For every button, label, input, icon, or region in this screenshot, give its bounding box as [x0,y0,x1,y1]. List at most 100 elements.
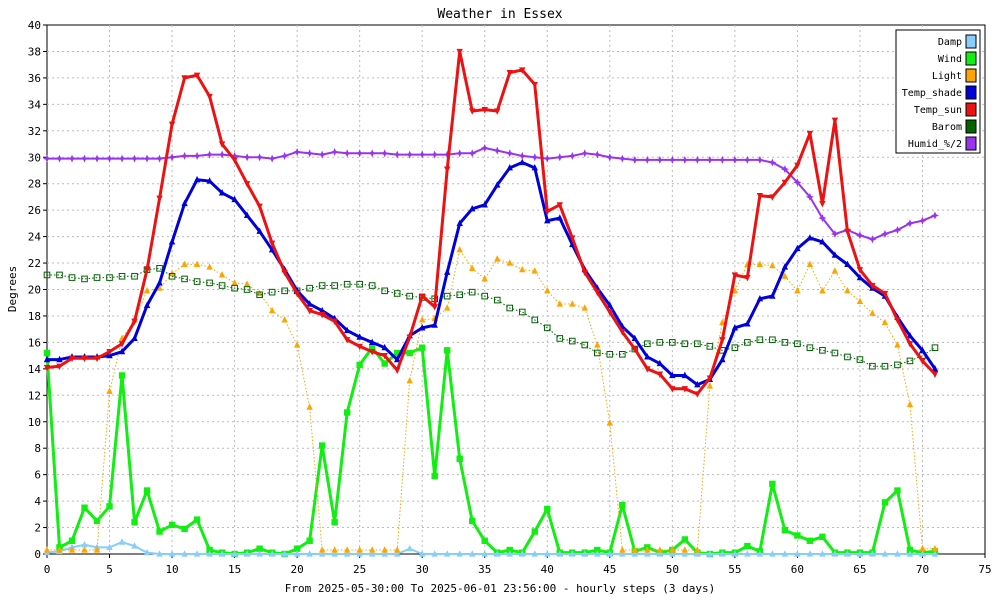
data-point-humid-2 [918,216,927,225]
data-point-damp [619,550,626,557]
data-point-barom [756,336,764,344]
data-point-barom [493,296,501,304]
data-point-barom [393,290,401,297]
data-point-humid-2 [568,151,577,160]
data-point-temp-shade [856,273,864,281]
data-point-light [393,546,401,553]
data-point-humid-2 [693,155,702,164]
y-tick-label: 2 [34,522,41,535]
data-point-light [231,279,238,286]
data-point-humid-2 [55,154,64,163]
data-point-barom [168,272,176,280]
data-point-temp-shade [756,294,764,302]
data-point-wind [469,517,476,525]
data-point-barom [106,274,113,281]
data-point-temp-sun [756,193,764,200]
series-temp-sun [43,48,939,398]
data-point-damp [519,550,526,557]
data-point-humid-2 [68,154,77,163]
data-point-damp [106,543,113,550]
data-point-temp-shade [481,201,488,208]
series-layer [43,48,939,558]
data-point-humid-2 [480,143,489,152]
data-point-damp [831,550,839,557]
data-point-wind [368,344,376,351]
data-point-barom [268,288,276,296]
x-tick-label: 0 [44,563,51,576]
data-point-temp-shade [544,216,551,224]
data-point-temp-shade [431,321,438,328]
data-point-barom [481,292,489,300]
data-point-light [619,546,626,553]
x-tick-label: 55 [728,563,741,576]
data-point-barom [869,362,876,370]
data-point-damp [331,550,338,557]
data-point-barom [694,340,701,348]
data-point-humid-2 [155,154,164,163]
data-point-barom [556,335,564,342]
data-point-damp [506,550,513,557]
data-point-damp [681,550,689,557]
data-point-damp [869,550,876,557]
data-point-temp-sun [656,371,664,378]
data-point-temp-sun [519,67,526,74]
data-point-wind [81,504,88,511]
data-point-wind [131,519,138,526]
data-point-damp [256,550,263,557]
data-point-barom [669,339,676,346]
data-point-temp-sun [131,318,138,326]
data-point-barom [644,340,651,348]
legend-swatch [965,51,977,66]
data-point-barom [681,340,689,348]
data-point-barom [331,282,338,289]
data-point-light [544,287,551,294]
data-point-humid-2 [268,154,277,163]
data-point-wind [531,528,538,535]
data-point-humid-2 [743,155,752,164]
data-point-wind [894,487,901,494]
data-point-light [819,287,826,294]
data-point-light [906,400,914,408]
y-tick-label: 26 [28,204,41,217]
data-point-temp-sun [506,70,513,77]
data-point-temp-sun [93,355,101,363]
data-point-humid-2 [643,155,652,164]
data-point-light [331,546,338,553]
data-point-humid-2 [80,154,89,163]
data-point-damp [218,550,226,557]
data-point-barom [744,339,751,346]
x-tick-label: 30 [416,563,429,576]
legend-label: Temp_shade [902,88,962,99]
data-point-humid-2 [455,149,464,158]
data-point-temp-shade [356,333,363,340]
data-point-light [494,255,501,262]
data-point-temp-sun [619,329,626,336]
data-point-temp-sun [806,130,814,138]
data-point-temp-sun [68,355,76,363]
data-point-temp-shade [218,189,226,196]
data-point-barom [781,339,789,346]
data-point-temp-shade [919,346,926,353]
data-point-barom [281,287,288,295]
data-point-humid-2 [668,155,677,164]
data-point-damp [156,550,163,557]
data-point-temp-sun [856,267,864,274]
data-point-damp [719,550,726,557]
x-tick-label: 10 [165,563,178,576]
data-point-damp [456,550,463,557]
data-point-damp [694,550,701,557]
data-point-humid-2 [855,231,864,240]
data-point-light [281,316,288,323]
data-point-wind [343,409,351,416]
y-tick-label: 38 [28,45,41,58]
data-point-damp [531,550,538,557]
data-point-temp-sun [368,349,376,356]
y-tick-label: 16 [28,336,41,349]
data-point-temp-sun [819,200,826,208]
data-point-wind [106,503,113,510]
data-point-damp [231,550,238,557]
data-point-barom [93,274,101,281]
data-point-barom [568,337,576,345]
data-point-wind [356,361,363,369]
data-point-temp-sun [456,48,463,56]
